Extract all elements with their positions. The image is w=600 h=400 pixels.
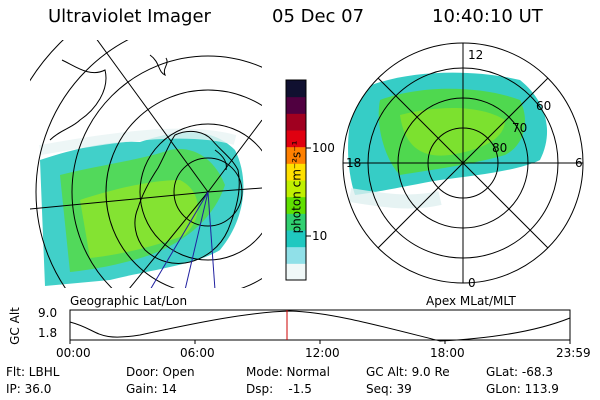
time-label: 10:40:10 UT	[432, 6, 543, 27]
mlt-label-12: 12	[468, 48, 484, 62]
longitude-lines	[30, 40, 262, 288]
mlt-label-18: 18	[346, 156, 362, 170]
date-label: 05 Dec 07	[272, 6, 365, 27]
colorbar	[285, 79, 311, 281]
latitude-circles	[30, 40, 262, 288]
status-filter: Flt: LBHL	[6, 365, 60, 379]
colorbar-band	[286, 196, 306, 214]
alt-ytick-1.8: 1.8	[38, 326, 58, 340]
status-mode: Mode: Normal	[246, 365, 330, 379]
status-gc-alt: GC Alt: 9.0 Re	[366, 365, 450, 379]
colorbar-band	[286, 180, 306, 198]
colorbar-band	[286, 230, 306, 248]
colorbar-band	[286, 96, 306, 114]
coastlines	[49, 54, 240, 264]
colorbar-band	[286, 146, 306, 164]
colorbar-tick-10: 10	[312, 229, 328, 243]
mlat-label-70: 70	[512, 121, 528, 135]
colorbar-tick-100: 100	[312, 141, 335, 155]
instrument-title: Ultraviolet Imager	[48, 6, 211, 27]
alt-xtick-0000: 00:00	[56, 346, 91, 360]
alt-xtick-1200: 12:00	[305, 346, 340, 360]
colorbar-band	[286, 246, 306, 264]
colorbar-unit-label: photon cm⁻²s⁻¹	[289, 140, 304, 234]
status-door: Door: Open	[126, 365, 195, 379]
alt-xtick-0600: 06:00	[180, 346, 215, 360]
status-ip: IP: 36.0	[6, 382, 52, 396]
geographic-label: Geographic Lat/Lon	[70, 294, 188, 308]
mlt-label-6: 6	[575, 156, 583, 170]
alt-xtick-1800: 18:00	[430, 346, 465, 360]
mlt-label-0: 0	[468, 276, 476, 290]
mlat-label-80: 80	[492, 141, 508, 155]
colorbar-band	[286, 80, 306, 98]
geographic-map	[30, 40, 262, 288]
status-glat: GLat: -68.3	[486, 365, 553, 379]
magnetic-meridians	[150, 191, 216, 288]
mlat-label-60: 60	[536, 99, 552, 113]
colorbar-band	[286, 113, 306, 131]
gc-alt-axis-label: GC Alt	[7, 307, 22, 345]
alt-xtick-2359: 23:59	[556, 346, 591, 360]
status-dsp: Dsp: -1.5	[246, 382, 312, 396]
altitude-plot	[69, 309, 571, 344]
colorbar-band	[286, 163, 306, 181]
status-gain: Gain: 14	[126, 382, 177, 396]
alt-ytick-9: 9.0	[38, 306, 58, 320]
colorbar-band	[286, 263, 306, 281]
apex-polar-plot	[342, 42, 584, 284]
apex-label: Apex MLat/MLT	[426, 294, 516, 308]
status-glon: GLon: 113.9	[486, 382, 559, 396]
colorbar-band	[286, 213, 306, 231]
colorbar-band	[286, 130, 306, 148]
status-seq: Seq: 39	[366, 382, 412, 396]
